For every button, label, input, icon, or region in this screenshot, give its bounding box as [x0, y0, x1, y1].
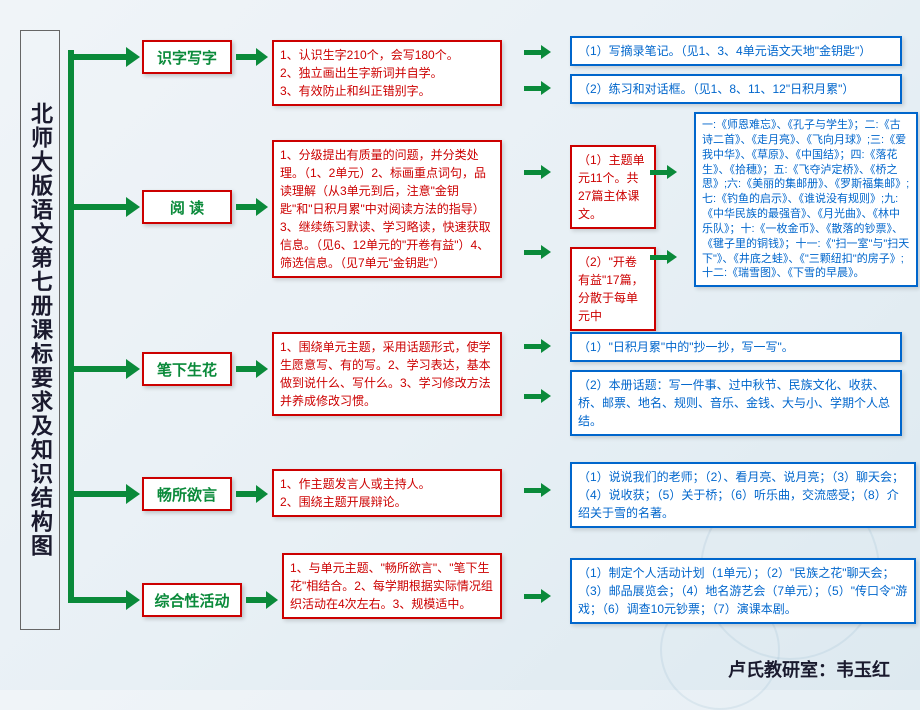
- right-col-writing: （1）"日积月累"中的"抄一抄，写一写"。 （2）本册话题：写一件事、过中秋节、…: [556, 332, 902, 436]
- note-box: （1）制定个人活动计划（1单元）；（2）"民族之花"聊天会；（3）邮品展览会；（…: [570, 558, 916, 624]
- main-title: 北师大版语文第七册课标要求及知识结构图: [20, 30, 60, 630]
- category-label: 畅所欲言: [142, 477, 232, 511]
- mid-box: （1）主题单元11个。共27篇主体课文。: [570, 145, 656, 229]
- branch: [68, 204, 128, 210]
- branch: [68, 366, 128, 372]
- mini-arrow: [524, 86, 542, 91]
- branch: [68, 54, 128, 60]
- mini-arrow: [524, 50, 542, 55]
- note-box: （1）写摘录笔记。（见1、3、4单元语文天地"金钥匙"）: [570, 36, 902, 66]
- mid-box: （2）"开卷有益"17篇，分散于每单元中: [570, 247, 656, 331]
- branch: [68, 491, 128, 497]
- detail-box: 1、分级提出有质量的问题，并分类处理。（1、2单元）2、标画重点词句，品读理解（…: [272, 140, 502, 278]
- arrow: [236, 366, 258, 372]
- mini-arrow: [524, 594, 542, 599]
- row-writing: 笔下生花 1、围绕单元主题，采用话题形式，使学生愿意写、有的写。2、学习表达，基…: [68, 352, 502, 416]
- note-box: （1）说说我们的老师；（2）、看月亮、说月亮；（3）聊天会；（4）说收获；（5）…: [570, 462, 916, 528]
- mini-arrow: [650, 255, 668, 260]
- mini-arrow: [524, 394, 542, 399]
- category-label: 识字写字: [142, 40, 232, 74]
- arrow: [246, 597, 268, 603]
- category-label: 笔下生花: [142, 352, 232, 386]
- mini-arrow: [650, 170, 668, 175]
- mini-arrow: [524, 170, 542, 175]
- detail-box: 1、作主题发言人或主持人。 2、围绕主题开展辩论。: [272, 469, 502, 517]
- footer-credit: 卢氏教研室：韦玉红: [728, 656, 890, 682]
- row-speaking: 畅所欲言 1、作主题发言人或主持人。 2、围绕主题开展辩论。: [68, 477, 502, 517]
- right-col-literacy: （1）写摘录笔记。（见1、3、4单元语文天地"金钥匙"） （2）练习和对话框。（…: [556, 36, 902, 104]
- detail-box: 1、与单元主题、"畅所欲言"、"笔下生花"相结合。2、每学期根据实际情况组织活动…: [282, 553, 502, 619]
- reading-list-box: 一:《师恩难忘》、《孔子与学生》；二:《古诗二首》、《走月亮》、《飞向月球》;三…: [694, 112, 918, 287]
- branch: [68, 597, 128, 603]
- mid-col-reading: （1）主题单元11个。共27篇主体课文。 （2）"开卷有益"17篇，分散于每单元…: [556, 145, 656, 331]
- row-reading: 阅 读 1、分级提出有质量的问题，并分类处理。（1、2单元）2、标画重点词句，品…: [68, 190, 502, 278]
- mini-arrow: [524, 488, 542, 493]
- spine-line: [68, 50, 74, 600]
- note-box: （1）"日积月累"中的"抄一抄，写一写"。: [570, 332, 902, 362]
- arrow: [236, 54, 258, 60]
- detail-box: 1、认识生字210个，会写180个。 2、独立画出生字新词并自学。 3、有效防止…: [272, 40, 502, 106]
- arrow: [236, 204, 258, 210]
- note-box: （2）本册话题：写一件事、过中秋节、民族文化、收获、桥、邮票、地名、规则、音乐、…: [570, 370, 902, 436]
- category-label: 综合性活动: [142, 583, 242, 617]
- mini-arrow: [524, 250, 542, 255]
- mini-arrow: [524, 344, 542, 349]
- row-literacy: 识字写字 1、认识生字210个，会写180个。 2、独立画出生字新词并自学。 3…: [68, 40, 502, 106]
- category-label: 阅 读: [142, 190, 232, 224]
- detail-box: 1、围绕单元主题，采用话题形式，使学生愿意写、有的写。2、学习表达，基本做到说什…: [272, 332, 502, 416]
- row-activities: 综合性活动 1、与单元主题、"畅所欲言"、"笔下生花"相结合。2、每学期根据实际…: [68, 583, 502, 619]
- note-box: （2）练习和对话框。（见1、8、11、12"日积月累"）: [570, 74, 902, 104]
- arrow: [236, 491, 258, 497]
